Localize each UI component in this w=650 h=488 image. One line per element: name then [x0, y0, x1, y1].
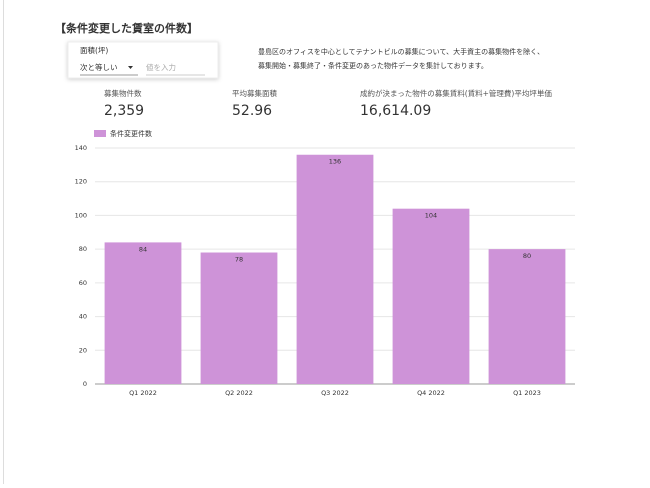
- x-tick-label: Q1 2023: [513, 389, 541, 397]
- y-tick-label: 80: [79, 245, 87, 253]
- scorecard-value: 16,614.09: [360, 103, 431, 119]
- filter-input[interactable]: 値を入力: [146, 62, 176, 72]
- y-tick-label: 60: [79, 279, 87, 287]
- page-title: 【条件変更した賃室の件数】: [55, 21, 198, 35]
- x-tick-label: Q2 2022: [225, 389, 253, 397]
- scorecard-label: 募集物件数: [104, 88, 142, 98]
- filter-label: 面積(坪): [80, 45, 108, 55]
- bar: [296, 154, 374, 384]
- y-tick-label: 120: [75, 178, 87, 186]
- x-tick-label: Q4 2022: [417, 389, 445, 397]
- legend-swatch: [94, 130, 106, 137]
- legend-label: 条件変更件数: [110, 129, 152, 138]
- bar: [488, 249, 566, 384]
- filter-operator[interactable]: 次と等しい: [80, 62, 118, 72]
- description-line: 募集開始・募集終了・条件変更のあった物件データを集計しております。: [258, 61, 488, 70]
- scorecard-value: 52.96: [232, 103, 272, 119]
- data-label: 80: [523, 252, 531, 260]
- y-tick-label: 0: [83, 380, 87, 388]
- x-tick-label: Q1 2022: [129, 389, 157, 397]
- bar: [104, 242, 182, 384]
- scorecard-value: 2,359: [104, 103, 144, 119]
- bar: [392, 208, 470, 384]
- data-label: 84: [139, 245, 147, 253]
- scorecard-label: 平均募集面積: [232, 88, 277, 98]
- bar: [200, 252, 278, 384]
- data-label: 78: [235, 256, 243, 264]
- y-tick-label: 140: [75, 144, 87, 152]
- y-tick-label: 100: [75, 211, 87, 219]
- filter-box: [67, 41, 219, 79]
- scorecard-label: 成約が決まった物件の募集賃料(賃料+管理費)平均坪単価: [360, 88, 552, 98]
- data-label: 104: [425, 212, 437, 220]
- dropdown-arrow[interactable]: [128, 66, 133, 69]
- data-label: 136: [329, 158, 341, 166]
- y-tick-label: 20: [79, 346, 87, 354]
- y-tick-label: 40: [79, 313, 87, 321]
- x-tick-label: Q3 2022: [321, 389, 349, 397]
- description-line: 豊島区のオフィスを中心としてテナントビルの募集について、大手資主の募集物件を除く…: [258, 47, 544, 56]
